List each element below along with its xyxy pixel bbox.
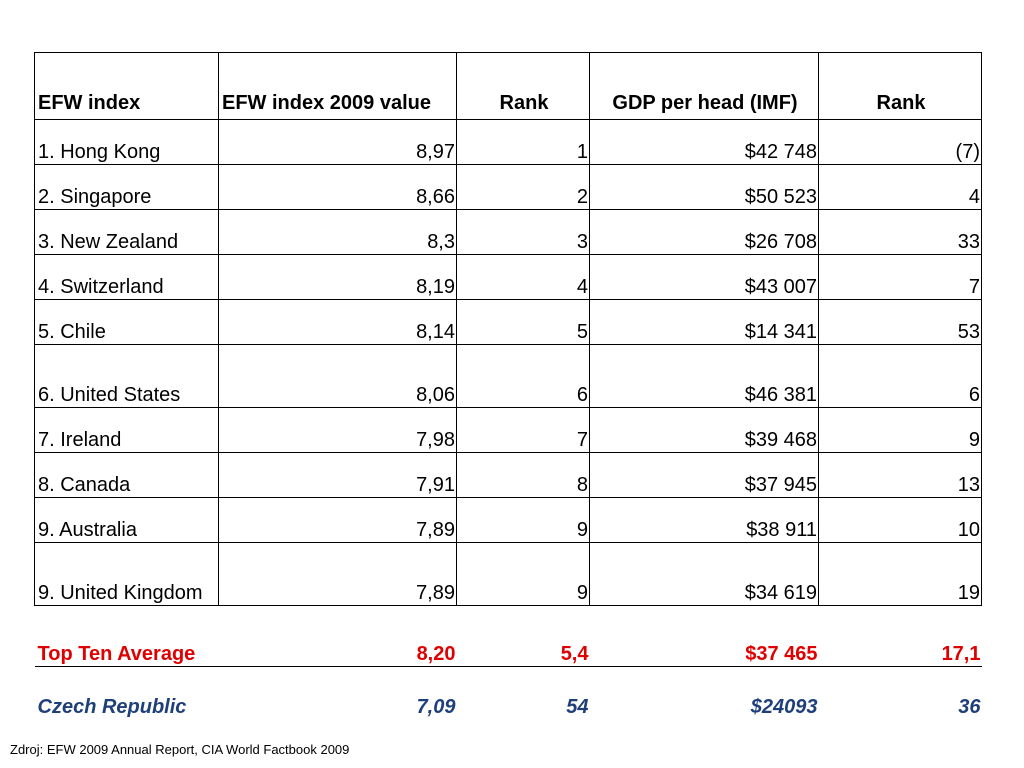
cell-rank: 3 (456, 209, 590, 255)
cell-gdp-rank: 9 (818, 407, 982, 453)
cell-country: 2. Singapore (34, 164, 219, 210)
table-row: 8. Canada 7,91 8 $37 945 13 (34, 452, 982, 498)
average-rank: 5,4 (456, 626, 590, 667)
efw-ranking-table: EFW index EFW index 2009 value Rank GDP … (34, 52, 982, 719)
cell-gdp: $39 468 (589, 407, 819, 453)
cell-gdp: $46 381 (589, 344, 819, 408)
cell-gdp-rank: 19 (818, 542, 982, 606)
cell-country: 9. United Kingdom (34, 542, 219, 606)
cell-gdp: $43 007 (589, 254, 819, 300)
cell-country: 1. Hong Kong (34, 119, 219, 165)
table-row: 9. Australia 7,89 9 $38 911 10 (34, 497, 982, 543)
table-body: 1. Hong Kong 8,97 1 $42 748 (7) 2. Singapore 8… (34, 119, 982, 606)
czech-row: Czech Republic 7,09 54 $24093 36 (35, 667, 982, 720)
cell-rank: 8 (456, 452, 590, 498)
cell-gdp: $42 748 (589, 119, 819, 165)
cell-rank: 4 (456, 254, 590, 300)
cell-gdp: $37 945 (589, 452, 819, 498)
table-row: 9. United Kingdom 7,89 9 $34 619 19 (34, 542, 982, 606)
header-efw-index: EFW index (34, 52, 219, 120)
average-efw-value: 8,20 (218, 626, 457, 667)
cell-efw-value: 8,06 (218, 344, 457, 408)
table-row: 2. Singapore 8,66 2 $50 523 4 (34, 164, 982, 210)
cell-country: 3. New Zealand (34, 209, 219, 255)
czech-gdp-rank: 36 (958, 696, 981, 718)
table-row: 6. United States 8,06 6 $46 381 6 (34, 344, 982, 408)
cell-rank: 6 (456, 344, 590, 408)
summary-body: Top Ten Average 8,20 5,4 $37 465 17,1 Cz… (34, 606, 982, 720)
header-efw-value: EFW index 2009 value (218, 52, 457, 120)
cell-country: 6. United States (34, 344, 219, 408)
cell-gdp-rank: 13 (818, 452, 982, 498)
header-gdp: GDP per head (IMF) (589, 52, 819, 120)
table-row: 7. Ireland 7,98 7 $39 468 9 (34, 407, 982, 453)
cell-gdp: $14 341 (589, 299, 819, 345)
czech-gdp: $24093 (750, 696, 818, 718)
cell-efw-value: 8,19 (218, 254, 457, 300)
average-gdp-rank: 17,1 (818, 626, 982, 667)
cell-efw-value: 7,91 (218, 452, 457, 498)
table-row: 5. Chile 8,14 5 $14 341 53 (34, 299, 982, 345)
cell-efw-value: 8,97 (218, 119, 457, 165)
cell-gdp-rank: (7) (818, 119, 982, 165)
cell-rank: 5 (456, 299, 590, 345)
cell-gdp: $50 523 (589, 164, 819, 210)
cell-efw-value: 7,98 (218, 407, 457, 453)
cell-rank: 2 (456, 164, 590, 210)
cell-gdp-rank: 7 (818, 254, 982, 300)
cell-country: 8. Canada (34, 452, 219, 498)
czech-rank: 54 (566, 696, 589, 718)
cell-gdp-rank: 6 (818, 344, 982, 408)
cell-efw-value: 8,3 (218, 209, 457, 255)
cell-gdp-rank: 4 (818, 164, 982, 210)
cell-gdp: $34 619 (589, 542, 819, 606)
efw-table-container: EFW index EFW index 2009 value Rank GDP … (34, 52, 982, 719)
cell-rank: 1 (456, 119, 590, 165)
spacer-row (35, 606, 982, 627)
cell-rank: 9 (456, 542, 590, 606)
cell-rank: 7 (456, 407, 590, 453)
header-row: EFW index EFW index 2009 value Rank GDP … (34, 52, 982, 120)
table-row: 3. New Zealand 8,3 3 $26 708 33 (34, 209, 982, 255)
header-gdp-rank: Rank (818, 52, 982, 120)
cell-gdp-rank: 33 (818, 209, 982, 255)
cell-gdp-rank: 53 (818, 299, 982, 345)
cell-country: 7. Ireland (34, 407, 219, 453)
average-row: Top Ten Average 8,20 5,4 $37 465 17,1 (34, 626, 982, 667)
czech-efw-value: 7,09 (416, 696, 456, 718)
table-header: EFW index EFW index 2009 value Rank GDP … (34, 52, 982, 120)
average-label: Top Ten Average (34, 626, 219, 667)
cell-efw-value: 8,66 (218, 164, 457, 210)
cell-country: 9. Australia (34, 497, 219, 543)
cell-country: 4. Switzerland (34, 254, 219, 300)
cell-gdp-rank: 10 (818, 497, 982, 543)
cell-gdp: $26 708 (589, 209, 819, 255)
cell-country: 5. Chile (34, 299, 219, 345)
average-gdp: $37 465 (589, 626, 819, 667)
czech-label: Czech Republic (37, 696, 187, 718)
source-note: Zdroj: EFW 2009 Annual Report, CIA World… (10, 742, 350, 757)
cell-efw-value: 8,14 (218, 299, 457, 345)
cell-gdp: $38 911 (589, 497, 819, 543)
cell-efw-value: 7,89 (218, 542, 457, 606)
table-row: 1. Hong Kong 8,97 1 $42 748 (7) (34, 119, 982, 165)
header-rank: Rank (456, 52, 590, 120)
cell-efw-value: 7,89 (218, 497, 457, 543)
cell-rank: 9 (456, 497, 590, 543)
table-row: 4. Switzerland 8,19 4 $43 007 7 (34, 254, 982, 300)
